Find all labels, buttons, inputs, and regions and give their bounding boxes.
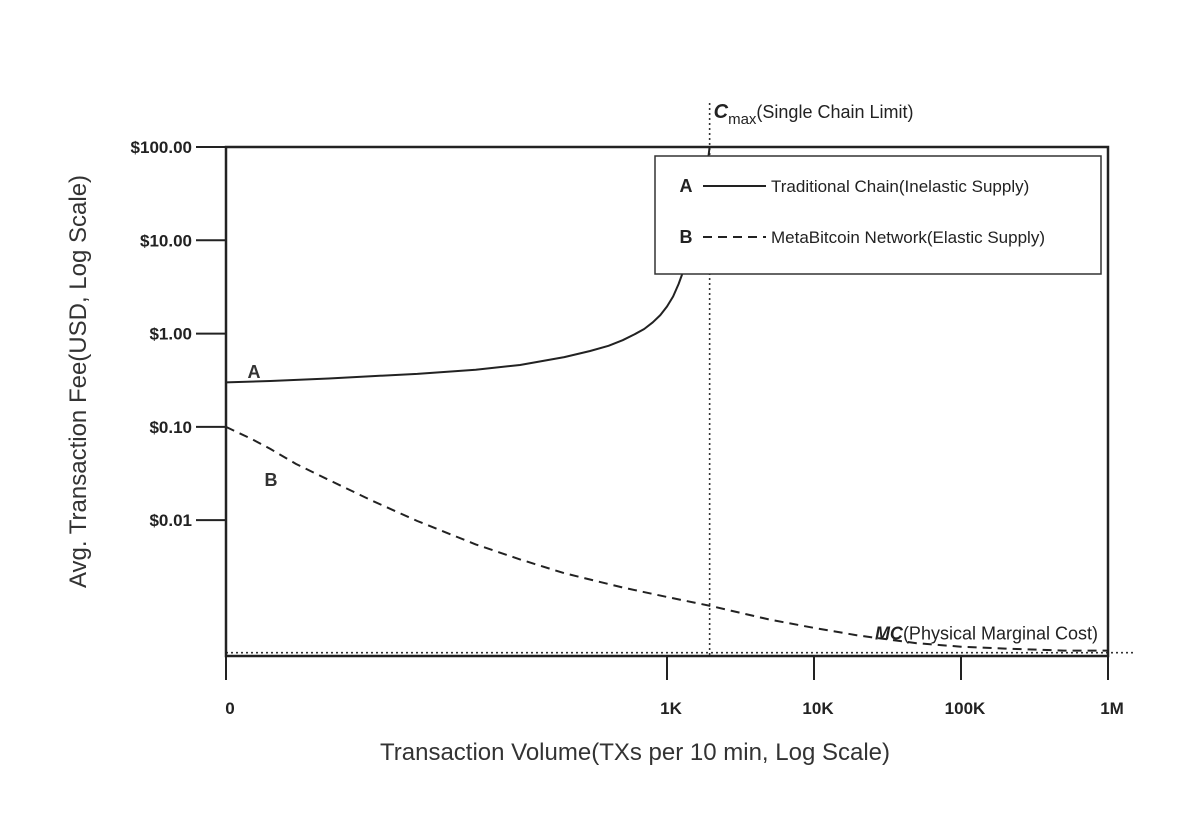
y-tick-label: $0.01 xyxy=(149,511,192,530)
series-line-b xyxy=(225,425,1108,652)
legend-label-a: Traditional Chain(Inelastic Supply) xyxy=(771,177,1029,196)
x-tick-label: 1K xyxy=(660,699,682,718)
single-chain-limit-label: Cmax(Single Chain Limit) xyxy=(714,101,914,128)
x-tick-label: 100K xyxy=(945,699,986,718)
x-tick-label: 10K xyxy=(802,699,834,718)
y-tick-label: $0.10 xyxy=(149,418,192,437)
legend-box xyxy=(654,155,1102,275)
legend-key-b: B xyxy=(680,227,693,247)
x-tick-label: 0 xyxy=(225,699,234,718)
mc-description: (Physical Marginal Cost) xyxy=(903,624,1098,644)
annotations-layer: Cmax(Single Chain Limit) MC(Physical Marg… xyxy=(226,101,1136,656)
x-tick-label: 1M xyxy=(1100,699,1124,718)
cmax-subscript: max xyxy=(728,111,757,128)
cmax-symbol: C xyxy=(714,101,729,123)
series-line-a xyxy=(225,146,711,384)
cmax-description: (Single Chain Limit) xyxy=(756,102,913,122)
y-tick-label: $10.00 xyxy=(140,231,192,250)
legend-key-a: A xyxy=(680,176,693,196)
legend: A Traditional Chain(Inelastic Supply) B Met… xyxy=(654,155,1102,275)
y-tick-label: $100.00 xyxy=(131,138,192,157)
y-axis-title: Avg. Transaction Fee(USD, Log Scale) xyxy=(65,175,92,588)
legend-label-b: MetaBitcoin Network(Elastic Supply) xyxy=(771,228,1045,247)
axes-layer: $100.00 $10.00 $1.00 $0.10 $0.01 0 1K 10K 100K 1M xyxy=(131,138,1124,718)
curve-label-b: B xyxy=(265,470,278,490)
marginal-cost-label: MC(Physical Marginal Cost) xyxy=(875,624,1098,644)
y-tick-label: $1.00 xyxy=(149,325,192,344)
curve-label-a: A xyxy=(248,362,261,382)
x-axis-title: Transaction Volume(TXs per 10 min, Log S… xyxy=(380,739,890,766)
